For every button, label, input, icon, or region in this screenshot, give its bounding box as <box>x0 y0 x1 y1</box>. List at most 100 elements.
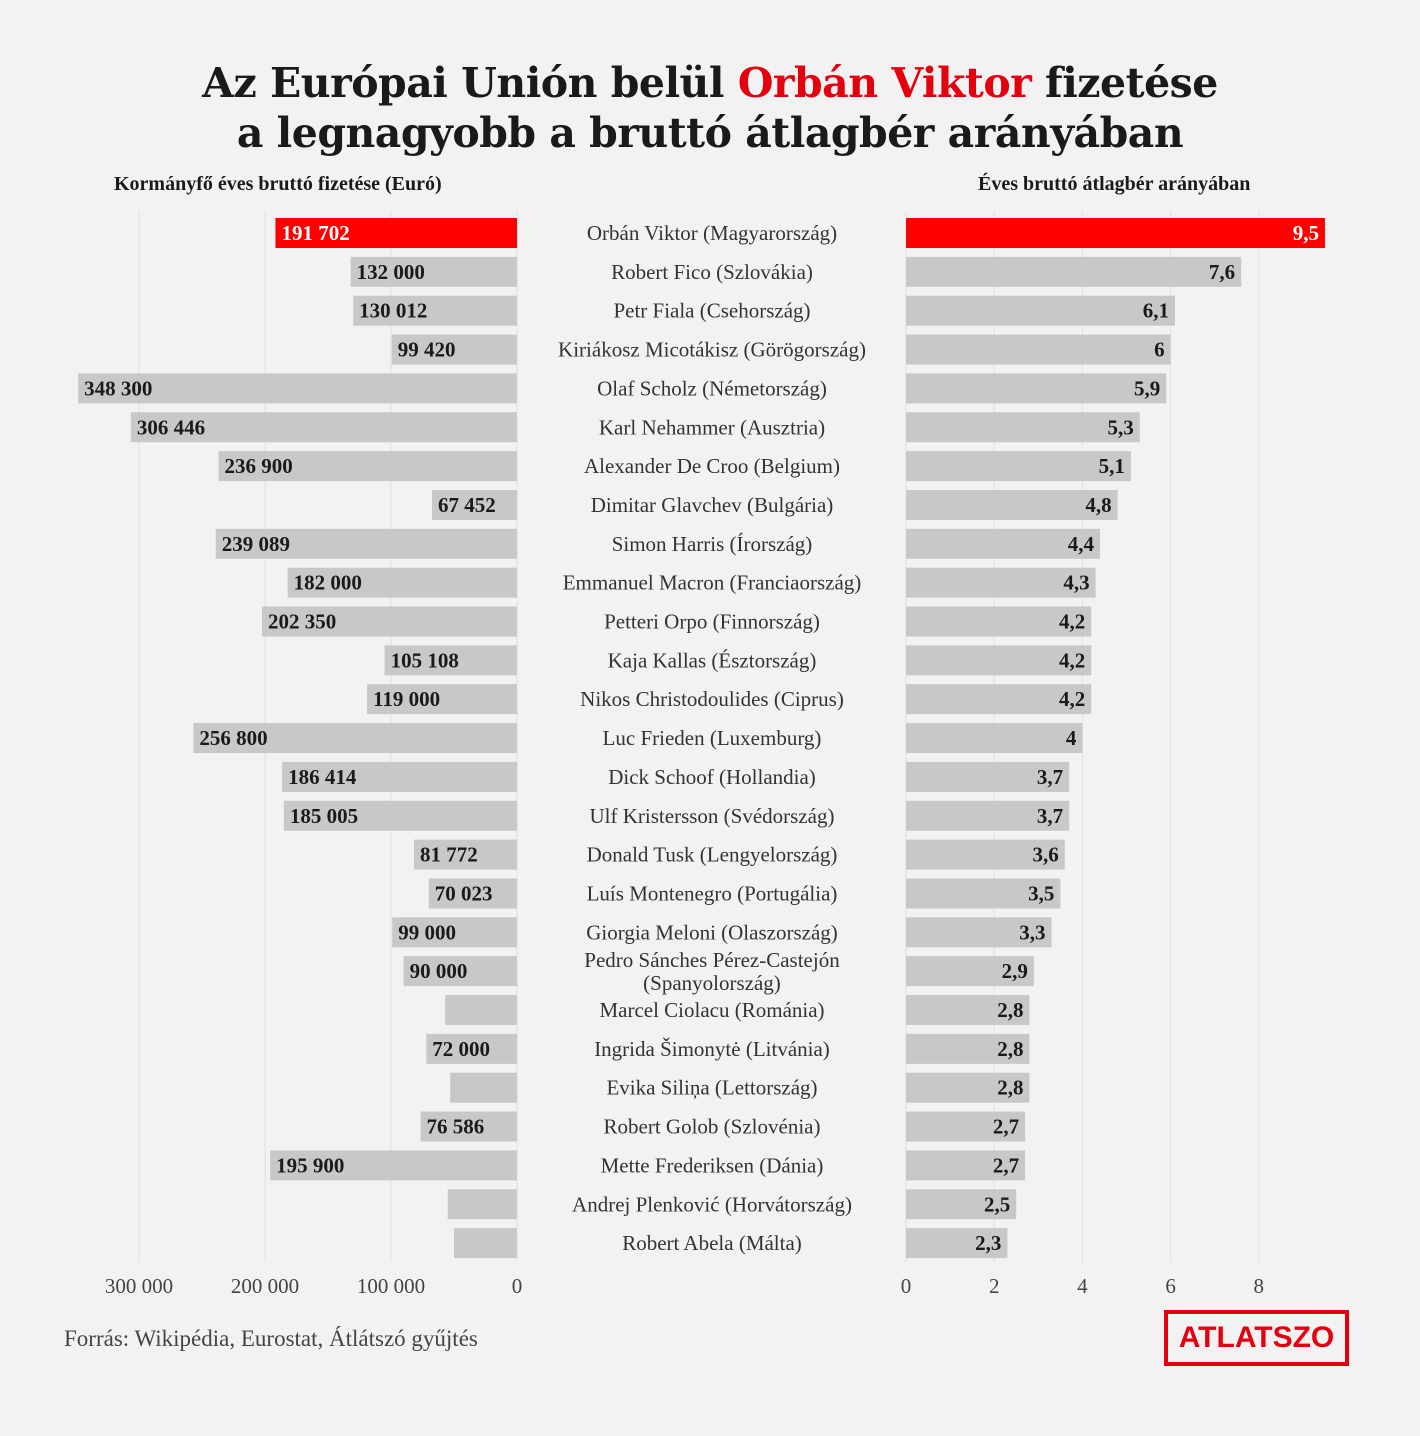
left-bar-value-label: 99 000 <box>398 920 456 944</box>
left-bar-value-label: 236 900 <box>225 454 293 478</box>
category-label: Nikos Christodoulides (Ciprus) <box>580 687 844 711</box>
right-bar <box>906 412 1140 443</box>
right-bar-value-label: 5,3 <box>1107 415 1133 439</box>
right-bar-value-label: 2,7 <box>993 1153 1019 1177</box>
left-bar-value-label: 348 300 <box>84 376 152 400</box>
title-part-1: Az Európai Unión belül <box>202 59 738 107</box>
left-bar <box>282 761 517 792</box>
left-axis-tick-label: 300 000 <box>105 1274 173 1298</box>
right-bar-value-label: 4,2 <box>1059 610 1085 634</box>
right-bar-value-label: 3,6 <box>1033 843 1059 867</box>
left-bar <box>426 1033 517 1064</box>
right-bar-value-label: 4,2 <box>1059 687 1085 711</box>
right-chart-subtitle: Éves bruttó átlagbér arányában <box>978 173 1251 195</box>
category-label: Dick Schoof (Hollandia) <box>608 765 816 789</box>
left-bar <box>287 567 517 598</box>
left-bar-value-label: 186 414 <box>288 765 357 789</box>
left-bar <box>391 334 517 365</box>
right-bar-value-label: 4,2 <box>1059 648 1085 672</box>
right-bar <box>906 218 1325 248</box>
category-label: Petr Fiala (Csehország) <box>613 299 810 323</box>
left-bar <box>413 839 517 870</box>
right-bar <box>906 684 1092 715</box>
right-bar-value-label: 2,8 <box>997 998 1023 1022</box>
category-label: Karl Nehammer (Ausztria) <box>599 415 825 439</box>
right-bar <box>906 761 1070 792</box>
right-bar <box>906 645 1092 676</box>
left-bar-value-label: 76 586 <box>427 1115 485 1139</box>
left-bar-value-label: 195 900 <box>276 1153 344 1177</box>
right-bar <box>906 1111 1026 1142</box>
right-bar-value-label: 4 <box>1066 726 1077 750</box>
category-label: Dimitar Glavchev (Bulgária) <box>591 493 834 517</box>
atlatszo-logo: ATLATSZO <box>1164 1310 1349 1366</box>
title-line-2: a legnagyobb a bruttó átlagbér arányában <box>236 109 1184 157</box>
left-bar-value-label: 256 800 <box>199 726 267 750</box>
left-bar <box>283 800 517 831</box>
right-bar-value-label: 6,1 <box>1143 299 1169 323</box>
right-bar <box>906 839 1065 870</box>
left-bar-value-label: 72 000 <box>432 1037 490 1061</box>
right-bar-value-label: 9,5 <box>1293 221 1319 245</box>
right-bar-value-label: 3,5 <box>1028 881 1054 905</box>
left-bar-value-label: 90 000 <box>410 959 468 983</box>
category-label: Giorgia Meloni (Olaszország) <box>586 920 838 944</box>
right-axis-tick-label: 4 <box>1077 1274 1088 1298</box>
left-chart-subtitle: Kormányfő éves bruttó fizetése (Euró) <box>114 173 442 195</box>
left-bar <box>350 256 517 287</box>
left-bar <box>445 995 517 1025</box>
title-highlight-name: Orbán Viktor <box>737 59 1032 107</box>
right-bar-value-label: 5,1 <box>1099 454 1125 478</box>
left-bar <box>403 956 517 987</box>
right-bar <box>906 451 1131 482</box>
right-bar-value-label: 3,7 <box>1037 765 1063 789</box>
left-bar <box>275 218 517 248</box>
right-bar <box>906 373 1167 404</box>
category-label: Robert Fico (Szlovákia) <box>611 260 813 284</box>
category-label: Emmanuel Macron (Franciaország) <box>563 571 862 595</box>
right-bar <box>906 917 1052 948</box>
category-label: Orbán Viktor (Magyarország) <box>587 221 837 245</box>
right-bar <box>906 606 1092 637</box>
right-bar-value-label: 4,8 <box>1085 493 1111 517</box>
right-bar-value-label: 2,5 <box>984 1192 1010 1216</box>
right-bar-value-label: 2,7 <box>993 1115 1019 1139</box>
left-bar <box>428 878 517 909</box>
left-bar <box>218 451 518 482</box>
right-axis-tick-label: 2 <box>989 1274 1000 1298</box>
left-bar <box>450 1072 517 1103</box>
category-label: Kaja Kallas (Észtország) <box>608 648 817 672</box>
left-bar <box>447 1189 517 1220</box>
category-label: Donald Tusk (Lengyelország) <box>587 843 838 867</box>
left-bar <box>353 295 517 326</box>
left-bar-value-label: 202 350 <box>268 610 336 634</box>
right-bar <box>906 800 1070 831</box>
left-bar-value-label: 119 000 <box>373 687 440 711</box>
left-bar <box>130 412 517 443</box>
category-label: Olaf Scholz (Németország) <box>597 376 827 400</box>
category-label: Mette Frederiksen (Dánia) <box>601 1153 824 1177</box>
left-bar <box>215 528 517 559</box>
logo-text: ATLATSZO <box>1178 1321 1335 1354</box>
right-bar-value-label: 7,6 <box>1209 260 1235 284</box>
right-axis-tick-label: 8 <box>1254 1274 1265 1298</box>
title-part-2: fizetése <box>1031 59 1218 107</box>
left-axis-tick-label: 0 <box>512 1274 523 1298</box>
chart-title: Az Európai Unión belül Orbán Viktor fize… <box>0 58 1420 158</box>
left-bar-value-label: 185 005 <box>290 804 358 828</box>
right-bar <box>906 956 1034 987</box>
category-label: (Spanyolország) <box>643 971 781 995</box>
right-bar <box>906 334 1171 365</box>
category-label: Robert Golob (Szlovénia) <box>604 1115 821 1139</box>
category-label: Simon Harris (Írország) <box>612 532 813 556</box>
category-label: Marcel Ciolacu (Románia) <box>599 998 824 1022</box>
left-bar-value-label: 81 772 <box>420 843 478 867</box>
right-bar <box>906 489 1118 520</box>
right-bar-value-label: 4,4 <box>1068 532 1095 556</box>
left-axis-tick-label: 100 000 <box>357 1274 425 1298</box>
source-note: Forrás: Wikipédia, Eurostat, Átlátszó gy… <box>64 1326 478 1351</box>
left-bar-value-label: 182 000 <box>294 571 362 595</box>
left-bar-value-label: 67 452 <box>438 493 496 517</box>
left-bar-value-label: 306 446 <box>137 415 205 439</box>
category-label: Luís Montenegro (Portugália) <box>587 881 838 905</box>
